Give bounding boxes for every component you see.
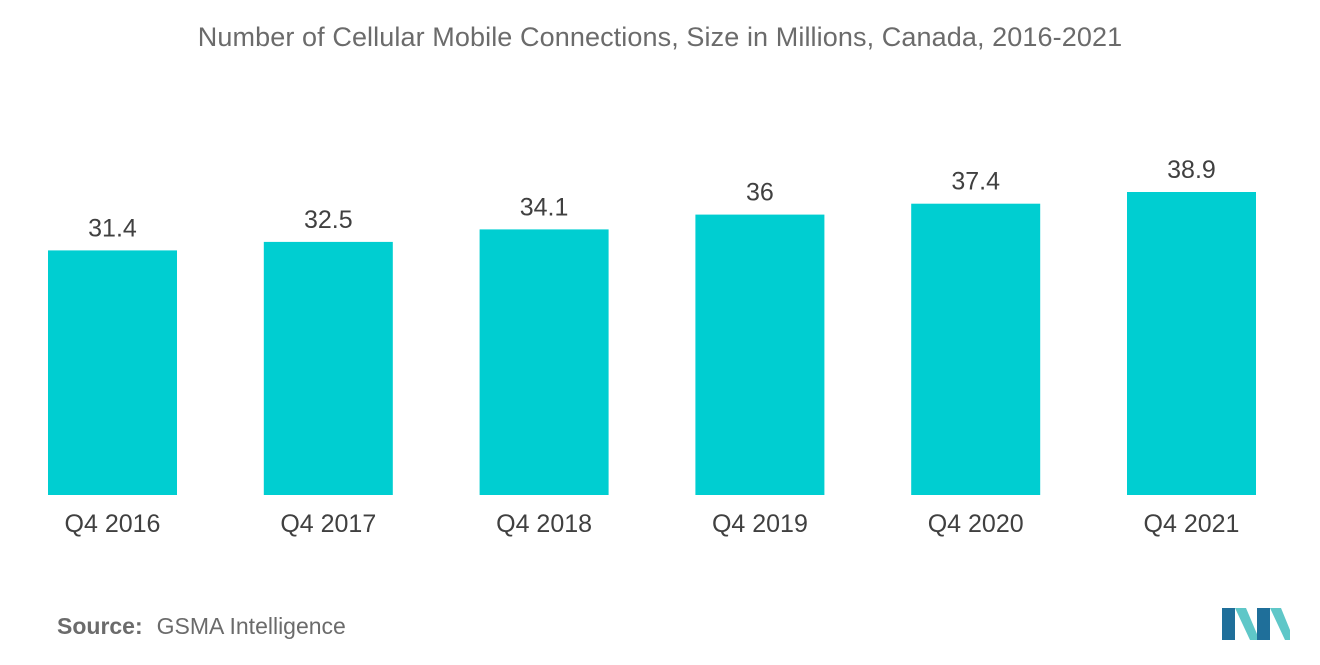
chart-title: Number of Cellular Mobile Connections, S… [197, 22, 1123, 52]
category-label: Q4 2016 [65, 510, 161, 538]
value-label: 34.1 [520, 193, 569, 221]
bar-q4-2020 [911, 203, 1041, 495]
value-label: 32.5 [304, 206, 353, 234]
value-labels-group: 31.4 32.5 34.1 36 37.4 38.9 [88, 156, 1216, 242]
category-label: Q4 2019 [712, 510, 808, 538]
category-label: Q4 2021 [1144, 510, 1240, 538]
bar-q4-2017 [263, 241, 393, 495]
value-label: 38.9 [1167, 156, 1216, 184]
source-text: GSMA Intelligence [156, 613, 346, 639]
bar-q4-2018 [479, 229, 609, 495]
category-label: Q4 2017 [280, 510, 376, 538]
value-label: 31.4 [88, 214, 137, 242]
bar-q4-2016 [48, 250, 177, 495]
source-note: Source: GSMA Intelligence [57, 613, 346, 640]
category-labels-group: Q4 2016 Q4 2017 Q4 2018 Q4 2019 Q4 2020 Q4 20… [65, 510, 1240, 538]
source-label: Source: [57, 613, 143, 639]
category-label: Q4 2020 [928, 510, 1024, 538]
category-label: Q4 2018 [496, 510, 592, 538]
mordor-intelligence-logo-icon [1222, 608, 1290, 640]
bar-q4-2021 [1127, 192, 1256, 495]
value-label: 36 [746, 179, 774, 207]
value-label: 37.4 [951, 168, 1000, 196]
bar-chart: 31.4 32.5 34.136 37.4 38.9 Q4 2016 Q4 2017 Q4 … [48, 156, 1256, 538]
bars-group [48, 192, 1256, 495]
bar-q4-2019 [695, 214, 825, 495]
